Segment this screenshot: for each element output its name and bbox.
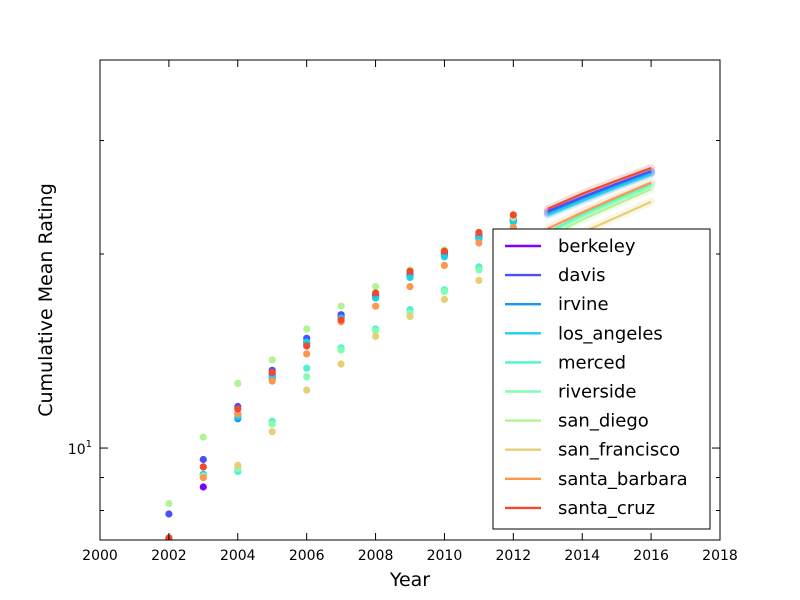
x-axis-title: Year <box>389 569 430 591</box>
point-san_francisco-2010 <box>440 295 448 304</box>
point-santa_cruz-2011 <box>475 228 483 237</box>
forecast-line-riverside <box>547 184 652 235</box>
point-riverside-2006 <box>303 373 311 381</box>
point-riverside-2008 <box>372 327 380 335</box>
point-santa_cruz-2008 <box>372 289 380 297</box>
x-tick-label-2018: 2018 <box>702 548 738 564</box>
point-santa_cruz-2007 <box>337 316 345 324</box>
point-riverside-2007 <box>337 346 345 354</box>
point-san_francisco-2005 <box>268 428 276 436</box>
legend-label-irvine: irvine <box>558 294 609 315</box>
point-santa_cruz-2005 <box>268 368 276 377</box>
point-santa_barbara-2011 <box>475 239 483 247</box>
legend-label-santa_cruz: santa_cruz <box>558 498 655 519</box>
forecast-line-davis <box>547 170 652 213</box>
x-tick-label-2002: 2002 <box>151 548 187 564</box>
point-santa_barbara-2010 <box>440 261 448 269</box>
point-santa_cruz-2010 <box>440 247 448 255</box>
point-santa_cruz-2012 <box>509 211 517 219</box>
forecast-line-santa_barbara <box>547 181 652 230</box>
legend-label-merced: merced <box>558 352 626 373</box>
point-san_diego-2007 <box>337 302 345 310</box>
x-tick-label-2004: 2004 <box>220 548 256 564</box>
y-axis-title: Cumulative Mean Rating <box>35 183 57 417</box>
point-santa_barbara-2005 <box>268 377 276 385</box>
axis-ticks: 2000 2002 2004 2006 2008 2010 2012 2014 2016 2018… <box>68 59 738 564</box>
point-los_angeles-2012 <box>509 218 517 226</box>
point-santa_cruz-2009 <box>406 267 414 275</box>
point-merced-2006 <box>303 364 311 372</box>
point-riverside-2011 <box>475 266 483 274</box>
point-santa_barbara-2006 <box>303 350 311 358</box>
legend-label-santa_barbara: santa_barbara <box>558 469 688 490</box>
x-tick-label-2014: 2014 <box>564 548 600 564</box>
point-san_francisco-2011 <box>475 276 483 284</box>
point-san_diego-2008 <box>372 283 380 291</box>
point-riverside-2010 <box>440 287 448 295</box>
x-tick-label-2008: 2008 <box>358 548 394 564</box>
legend-label-san_francisco: san_francisco <box>558 440 680 461</box>
point-san_francisco-2006 <box>303 386 311 394</box>
plot-frame <box>99 59 721 541</box>
legend-label-riverside: riverside <box>558 382 636 403</box>
x-tick-label-2000: 2000 <box>82 548 118 564</box>
x-tick-label-2012: 2012 <box>496 548 532 564</box>
point-san_diego-2006 <box>303 325 311 333</box>
point-riverside-2005 <box>268 420 276 428</box>
point-los_angeles-2009 <box>406 273 414 281</box>
point-santa_barbara-2009 <box>406 283 414 291</box>
point-san_diego-2005 <box>268 356 276 364</box>
point-san_diego-2003 <box>199 433 207 441</box>
point-santa_cruz-2004 <box>234 405 242 413</box>
point-los_angeles-2010 <box>440 253 448 261</box>
x-tick-label-2006: 2006 <box>289 548 325 564</box>
point-santa_cruz-2003 <box>199 463 207 471</box>
point-davis-2002 <box>165 510 173 518</box>
y-tick-label-10: 101 <box>68 439 92 458</box>
legend-label-san_diego: san_diego <box>558 411 649 432</box>
x-tick-label-2010: 2010 <box>427 548 463 564</box>
point-san_francisco-2007 <box>337 360 345 368</box>
point-davis-2003 <box>199 455 207 464</box>
point-san_diego-2004 <box>234 379 242 387</box>
point-santa_cruz-2006 <box>303 342 311 350</box>
x-tick-label-2016: 2016 <box>633 548 669 564</box>
point-san_diego-2002 <box>165 500 173 508</box>
legend-label-berkeley: berkeley <box>558 236 636 257</box>
point-santa_barbara-2008 <box>372 302 380 310</box>
point-san_francisco-2009 <box>406 312 414 321</box>
point-santa_barbara-2003 <box>199 473 207 482</box>
forecast-line-los_angeles <box>547 173 652 216</box>
point-san_francisco-2004 <box>234 461 242 469</box>
point-berkeley-2003 <box>199 483 207 491</box>
legend-label-davis: davis <box>558 265 606 286</box>
legend-label-los_angeles: los_angeles <box>558 323 663 344</box>
forecast-line-santa_cruz <box>547 166 652 210</box>
point-san_francisco-2008 <box>372 332 380 340</box>
